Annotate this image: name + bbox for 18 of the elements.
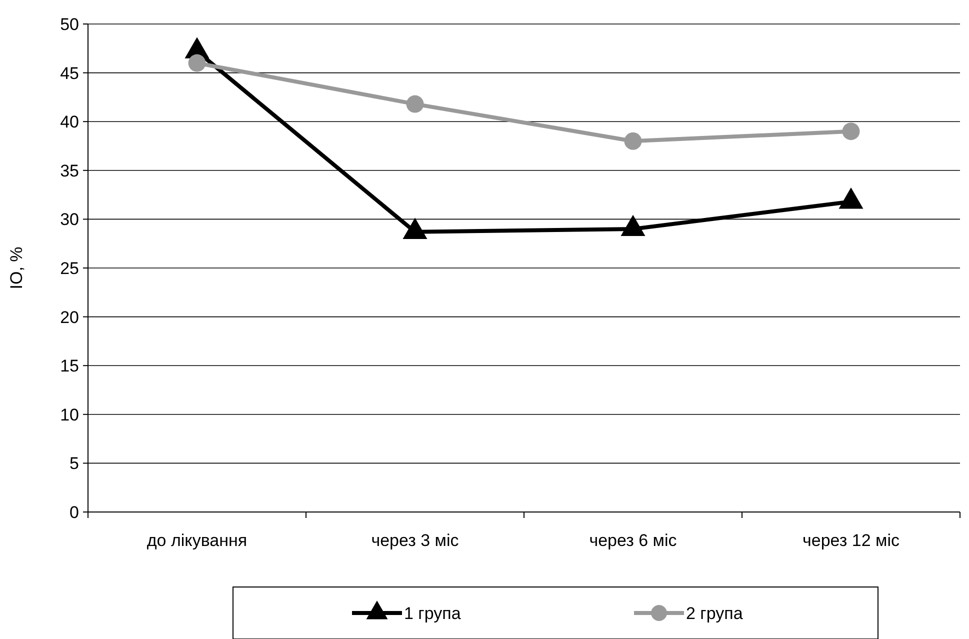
x-tick-label: до лікування: [146, 531, 248, 550]
y-tick-label: 10: [60, 405, 79, 424]
y-tick-label: 20: [60, 308, 79, 327]
legend-label: 2 група: [686, 604, 744, 623]
y-tick-label: 5: [70, 454, 79, 474]
legend-label: 1 група: [404, 604, 462, 623]
y-tick-label: 15: [60, 356, 79, 376]
y-tick-label: 40: [60, 112, 79, 132]
y-axis-title: IO, %: [7, 246, 26, 290]
y-tick-label: 0: [70, 502, 79, 522]
y-tick-label: 30: [60, 210, 79, 230]
y-tick-label: 35: [60, 161, 79, 180]
y-tick-label: 25: [60, 258, 79, 278]
y-tick-label: 45: [60, 64, 79, 83]
y-tick-label: 50: [60, 14, 79, 34]
x-tick-label: через 3 міс: [371, 531, 460, 550]
x-tick-label: через 6 міс: [589, 531, 678, 550]
x-tick-label: через 12 міс: [802, 531, 900, 550]
